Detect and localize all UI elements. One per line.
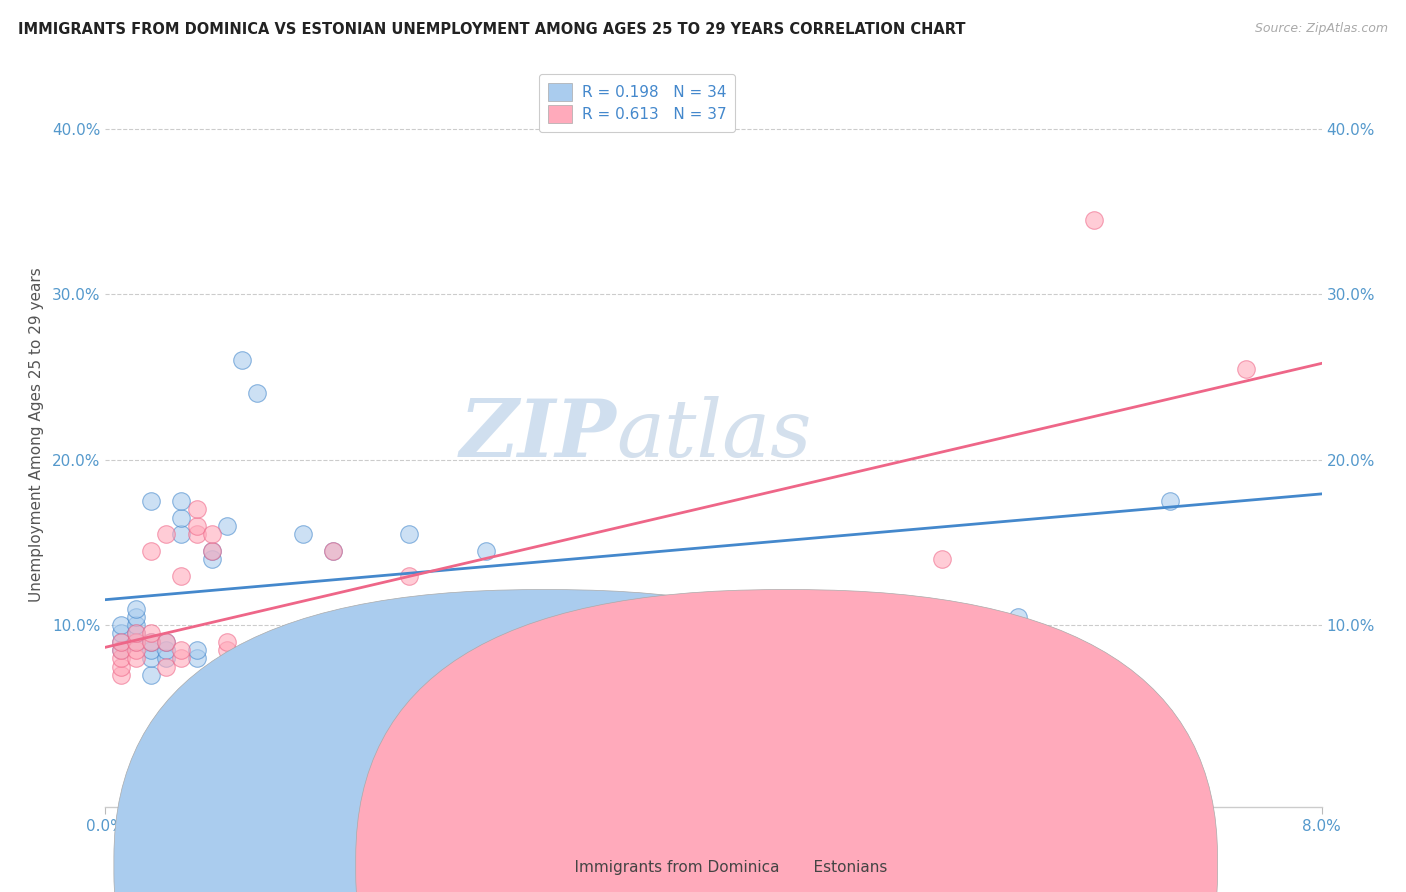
Point <box>139 634 162 648</box>
Point <box>155 634 177 648</box>
Point <box>139 494 162 508</box>
Point <box>125 618 148 632</box>
Text: atlas: atlas <box>616 396 811 474</box>
Point <box>246 659 269 673</box>
Text: Immigrants from Dominica: Immigrants from Dominica <box>555 860 780 874</box>
Point <box>231 701 253 715</box>
Point <box>170 568 193 582</box>
Point <box>125 626 148 640</box>
Point <box>110 643 132 657</box>
Point <box>1007 610 1029 624</box>
Point <box>155 527 177 541</box>
Point <box>110 659 132 673</box>
Point <box>125 626 148 640</box>
Point <box>277 684 299 698</box>
Point <box>110 634 132 648</box>
Text: ZIP: ZIP <box>460 396 616 474</box>
Point <box>186 527 208 541</box>
Point <box>155 659 177 673</box>
Point <box>170 527 193 541</box>
Point <box>322 543 344 558</box>
Legend: R = 0.198   N = 34, R = 0.613   N = 37: R = 0.198 N = 34, R = 0.613 N = 37 <box>538 74 735 132</box>
Point <box>1159 494 1181 508</box>
Point <box>125 634 148 648</box>
Point <box>217 676 239 690</box>
Point <box>170 494 193 508</box>
Point <box>398 527 420 541</box>
Point <box>110 626 132 640</box>
Point <box>186 643 208 657</box>
Point <box>931 552 953 566</box>
Point <box>201 527 224 541</box>
Point <box>139 643 162 657</box>
Text: IMMIGRANTS FROM DOMINICA VS ESTONIAN UNEMPLOYMENT AMONG AGES 25 TO 29 YEARS CORR: IMMIGRANTS FROM DOMINICA VS ESTONIAN UNE… <box>18 22 966 37</box>
FancyBboxPatch shape <box>114 590 976 892</box>
Point <box>139 634 162 648</box>
Point <box>186 502 208 516</box>
Point <box>139 626 162 640</box>
Point <box>139 543 162 558</box>
Point <box>201 543 224 558</box>
Point <box>217 668 239 682</box>
Point <box>170 643 193 657</box>
Point <box>125 651 148 665</box>
Point <box>292 527 315 541</box>
Point <box>1234 361 1257 376</box>
Text: Source: ZipAtlas.com: Source: ZipAtlas.com <box>1254 22 1388 36</box>
Point <box>201 543 224 558</box>
Point <box>398 568 420 582</box>
Point <box>155 634 177 648</box>
Point <box>110 634 132 648</box>
Point <box>139 651 162 665</box>
Point <box>702 676 725 690</box>
Point <box>474 543 496 558</box>
Point <box>139 668 162 682</box>
FancyBboxPatch shape <box>356 590 1218 892</box>
Point <box>217 643 239 657</box>
Point <box>155 651 177 665</box>
Point <box>170 651 193 665</box>
Point <box>322 543 344 558</box>
Point <box>217 634 239 648</box>
Point <box>201 552 224 566</box>
Point <box>110 651 132 665</box>
Point <box>155 643 177 657</box>
Point <box>262 692 284 706</box>
Point <box>186 651 208 665</box>
Point <box>125 601 148 615</box>
Point <box>170 510 193 524</box>
Point <box>217 519 239 533</box>
Point <box>125 610 148 624</box>
Point <box>110 643 132 657</box>
Point <box>231 353 253 368</box>
Y-axis label: Unemployment Among Ages 25 to 29 years: Unemployment Among Ages 25 to 29 years <box>28 268 44 602</box>
Point <box>125 634 148 648</box>
Point <box>125 643 148 657</box>
Point <box>1083 212 1105 227</box>
Point <box>110 668 132 682</box>
Point <box>246 386 269 401</box>
Point <box>186 519 208 533</box>
Point <box>231 651 253 665</box>
Text: Estonians: Estonians <box>794 860 887 874</box>
Point <box>110 618 132 632</box>
